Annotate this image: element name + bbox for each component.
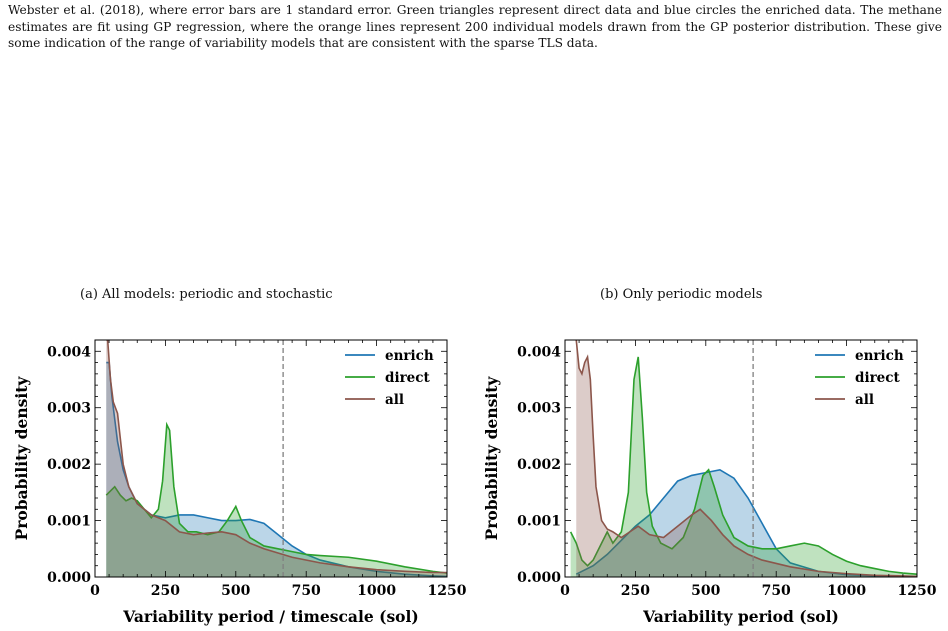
series-enrich-area — [106, 362, 447, 577]
chart-b: 0 250 500 750 1000 1250 0.000 0.001 0.002 0.003 0.… — [482, 339, 937, 626]
x-tick-label: 1250 — [898, 583, 937, 599]
series-all-line — [106, 340, 447, 574]
series-direct-line — [105, 421, 447, 574]
legend: enrich direct all — [345, 348, 434, 408]
y-tick-label: 0.001 — [47, 514, 91, 530]
legend-label-all: all — [385, 392, 404, 408]
y-tick-label: 0.004 — [517, 344, 561, 360]
y-tick-label: 0.000 — [47, 570, 91, 586]
y-tick-label: 0.001 — [517, 514, 561, 530]
x-tick-label: 1250 — [428, 583, 467, 599]
x-tick-label: 750 — [762, 583, 791, 599]
x-tick-label: 250 — [621, 583, 650, 599]
y-axis-title: Probability density — [482, 376, 501, 541]
series-all-area — [576, 340, 917, 577]
y-tick-label: 0.003 — [47, 401, 91, 417]
series-all-area — [106, 340, 447, 577]
x-tick-label: 750 — [292, 583, 321, 599]
y-tick-label: 0.000 — [517, 570, 561, 586]
series-direct-area — [570, 356, 917, 577]
y-tick-label: 0.002 — [47, 457, 91, 473]
plot-frame — [564, 339, 918, 578]
legend: enrich direct all — [815, 348, 904, 408]
x-tick-label: 1000 — [827, 583, 866, 599]
subplot-a-title: (a) All models: periodic and stochastic — [80, 287, 333, 302]
legend-label-all: all — [855, 392, 874, 408]
x-axis-title: Variability period (sol) — [642, 607, 839, 626]
subplot-b-title: (b) Only periodic models — [600, 287, 763, 302]
series-direct-line — [569, 356, 917, 575]
y-tick-label: 0.003 — [517, 401, 561, 417]
legend-label-enrich: enrich — [855, 348, 904, 364]
plot-frame — [94, 339, 448, 578]
chart-a: 0 250 500 750 1000 1250 0.000 0.001 0.002 0.003 0.… — [12, 339, 467, 626]
x-tick-label: 500 — [221, 583, 250, 599]
series-direct-area — [106, 424, 447, 577]
y-tick-label: 0.002 — [517, 457, 561, 473]
legend-label-direct: direct — [385, 370, 430, 386]
y-axis-title: Probability density — [12, 376, 31, 541]
legend-label-enrich: enrich — [385, 348, 434, 364]
x-tick-label: 0 — [560, 583, 570, 599]
x-tick-label: 500 — [691, 583, 720, 599]
x-tick-label: 0 — [90, 583, 100, 599]
series-all-line — [575, 340, 917, 577]
x-axis-title: Variability period / timescale (sol) — [122, 607, 418, 626]
x-tick-label: 1000 — [357, 583, 396, 599]
figure-caption-text: Webster et al. (2018), where error bars … — [8, 3, 942, 51]
y-tick-label: 0.004 — [47, 344, 91, 360]
x-tick-label: 250 — [151, 583, 180, 599]
series-enrich-area — [576, 469, 917, 577]
legend-label-direct: direct — [855, 370, 900, 386]
